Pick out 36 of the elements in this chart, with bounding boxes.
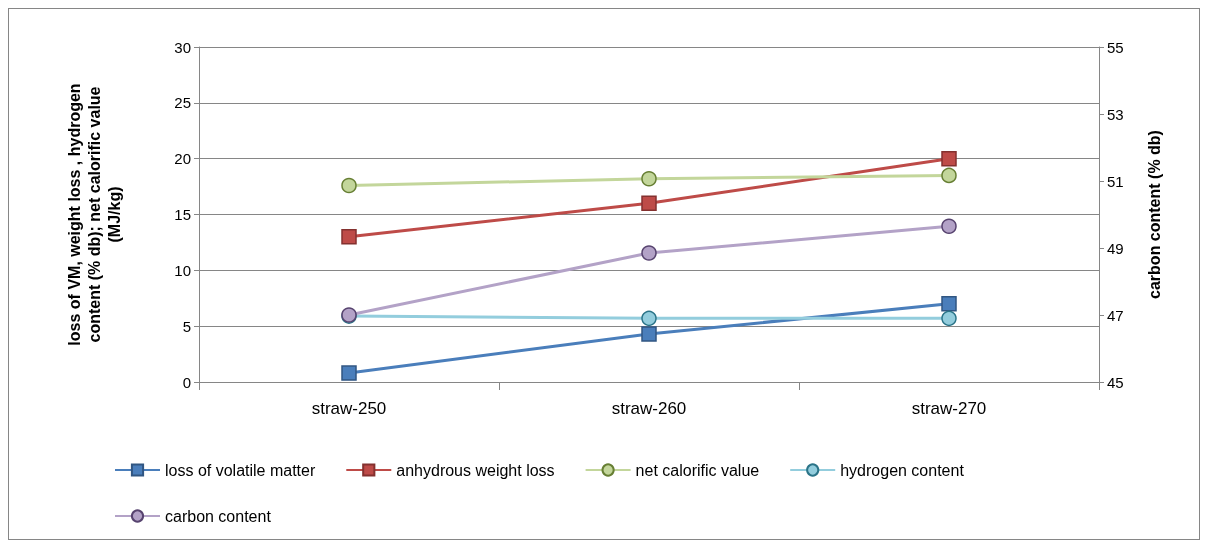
x-tick-label: straw-260 [611,399,687,418]
legend-label: net calorific value [635,461,760,479]
y-tick-label: 25 [174,94,191,112]
point [941,296,957,312]
y2-axis-title: carbon content (% db) [1145,130,1163,299]
y-tick-label: 30 [174,38,191,56]
legend-label: loss of volatile matter [165,461,316,479]
y2-tick-label: 49 [1107,239,1124,257]
y2-tick-label: 53 [1107,105,1124,123]
point [941,150,957,167]
legend-label: anhydrous weight loss [396,461,555,479]
legend-label: hydrogen content [840,461,965,479]
y-axis-title: loss of VM, weight loss , hydrogen content (% db); net calorific value (MJ/kg) [65,83,123,346]
point [641,310,657,327]
x-tick-label: straw-250 [311,399,387,418]
point [941,310,957,327]
point [341,365,357,381]
point [641,195,657,212]
point [341,177,357,194]
y2-tick-label: 47 [1107,306,1124,324]
y-tick-label: 10 [174,261,191,279]
x-tick-label: straw-270 [911,399,987,418]
point [641,326,657,342]
point [641,245,657,261]
y2-tick-label: 51 [1107,172,1124,190]
point [941,167,957,184]
y-tick-label: 0 [182,373,191,391]
point [641,171,657,187]
point [941,218,957,234]
y-tick-label: 20 [174,150,191,168]
y2-tick-label: 45 [1107,373,1124,391]
y-tick-label: 5 [182,317,191,335]
legend-label: carbon content [165,507,272,525]
y2-tick-label: 55 [1107,38,1124,56]
y-tick-label: 15 [174,206,191,223]
point [341,229,357,245]
